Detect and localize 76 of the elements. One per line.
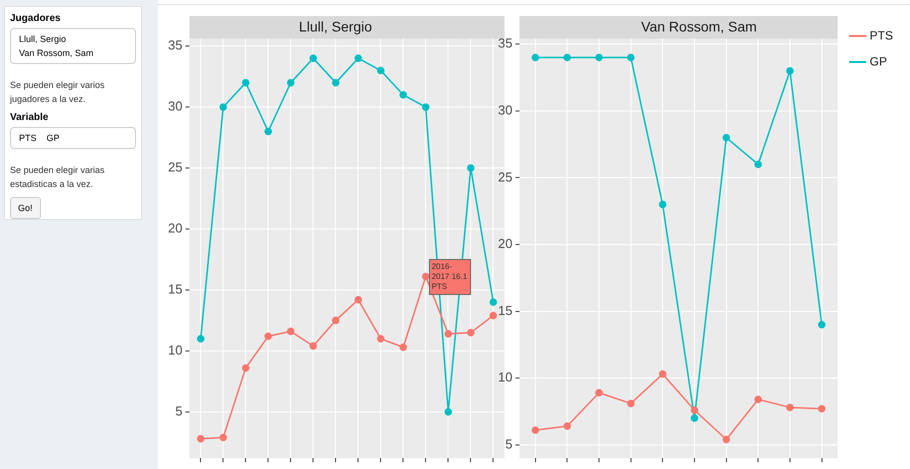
point xyxy=(422,272,430,280)
point xyxy=(627,54,635,62)
point xyxy=(354,296,362,304)
point xyxy=(818,405,826,413)
legend-label: PTS xyxy=(870,28,894,42)
y-tick-label: 20 xyxy=(168,220,182,236)
point xyxy=(286,328,294,336)
point xyxy=(309,54,317,62)
y-tick-label: 5 xyxy=(175,403,182,418)
point xyxy=(754,396,762,404)
y-tick-label: 15 xyxy=(498,302,512,318)
y-tick-label: 25 xyxy=(168,160,182,175)
point xyxy=(466,164,474,172)
text: Llull, Sergio xyxy=(18,33,68,45)
point xyxy=(309,342,317,350)
point xyxy=(196,434,204,442)
y-tick-label: 25 xyxy=(498,169,512,184)
point xyxy=(690,414,698,422)
y-tick-label: 10 xyxy=(168,342,182,358)
chart-title: Llull, Sergio xyxy=(298,18,372,34)
text: Van Rossom, Sam xyxy=(18,47,94,59)
text: Se pueden elegir varios jugadores a la vez. xyxy=(10,79,106,106)
point xyxy=(786,67,794,75)
point xyxy=(286,78,294,86)
point xyxy=(354,54,362,62)
y-tick-label: 30 xyxy=(168,98,182,114)
point xyxy=(595,54,603,62)
point xyxy=(219,434,227,442)
point xyxy=(399,344,407,352)
point xyxy=(722,134,730,142)
point xyxy=(466,328,474,336)
text: GP xyxy=(46,132,61,144)
point xyxy=(818,320,826,328)
point xyxy=(376,66,384,74)
text: Go! xyxy=(10,197,41,219)
point xyxy=(490,312,497,320)
point xyxy=(242,364,250,372)
annotation: 2016-2017 16.1 PTS xyxy=(428,258,471,295)
point xyxy=(658,370,666,378)
point xyxy=(264,128,272,136)
point xyxy=(444,408,452,416)
point xyxy=(376,334,384,342)
point xyxy=(595,389,603,396)
point xyxy=(658,200,666,208)
y-tick-label: 5 xyxy=(505,436,512,452)
point xyxy=(219,103,227,111)
point xyxy=(754,160,762,168)
point xyxy=(532,426,540,434)
point xyxy=(490,298,497,306)
point xyxy=(532,54,540,62)
point xyxy=(196,334,204,342)
point xyxy=(399,91,407,99)
point xyxy=(563,54,571,62)
point xyxy=(444,330,452,338)
point xyxy=(332,78,340,86)
point xyxy=(332,316,340,324)
chart-title: Van Rossom, Sam xyxy=(641,18,757,34)
point xyxy=(722,436,730,444)
legend-label: GP xyxy=(870,54,888,68)
text: PTS xyxy=(18,132,38,144)
y-tick-label: 10 xyxy=(498,370,512,385)
y-tick-label: 35 xyxy=(498,36,512,51)
point xyxy=(627,400,635,408)
point xyxy=(786,404,794,412)
point xyxy=(690,406,698,414)
point xyxy=(264,332,272,340)
text: Se pueden elegir varias estadisticas a la vez. xyxy=(10,164,106,191)
point xyxy=(242,78,250,86)
y-tick-label: 30 xyxy=(498,102,512,118)
text: Jugadores xyxy=(10,13,62,24)
y-tick-label: 35 xyxy=(168,38,182,53)
text: Variable xyxy=(10,112,50,123)
point xyxy=(422,103,430,111)
y-tick-label: 15 xyxy=(168,282,182,297)
point xyxy=(563,422,571,430)
y-tick-label: 20 xyxy=(498,236,512,252)
